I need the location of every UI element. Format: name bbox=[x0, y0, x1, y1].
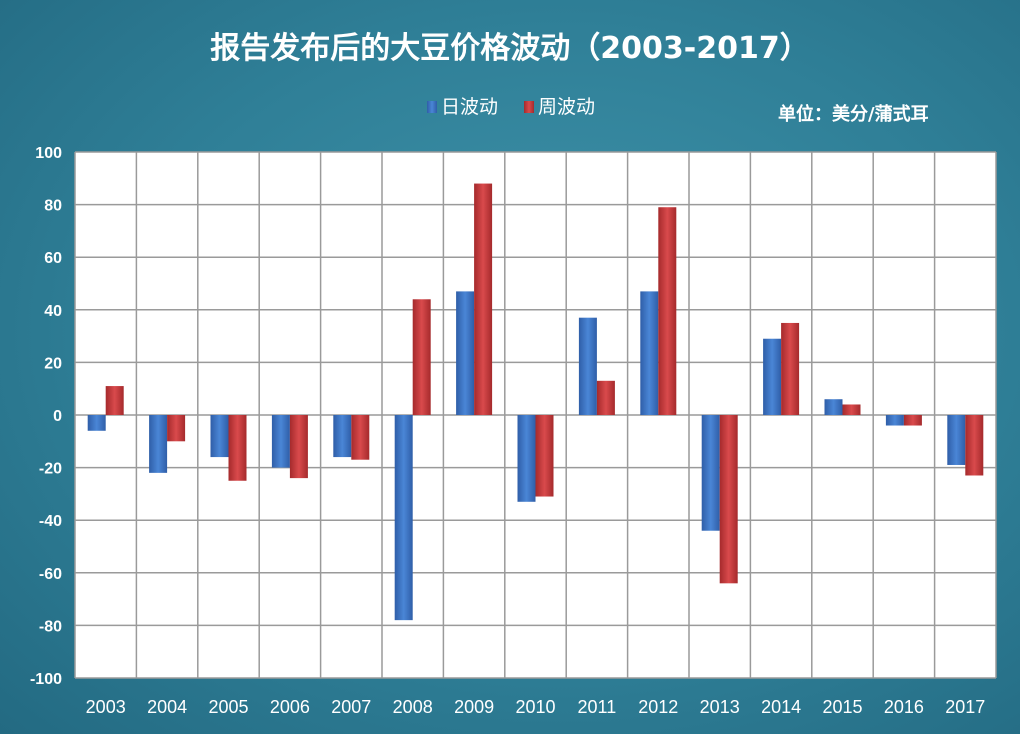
x-tick-label: 2017 bbox=[945, 697, 985, 717]
bar-weekly-2013 bbox=[719, 415, 738, 584]
bar-weekly-2017 bbox=[965, 415, 984, 476]
bar-daily-2006 bbox=[271, 415, 290, 468]
bar-daily-2011 bbox=[578, 317, 597, 415]
bar-daily-2007 bbox=[333, 415, 352, 458]
grid-lines bbox=[74, 151, 997, 679]
x-tick-label: 2013 bbox=[700, 697, 740, 717]
bar-daily-2015 bbox=[824, 399, 843, 415]
y-tick-label: 0 bbox=[53, 408, 62, 425]
bar-daily-2004 bbox=[149, 415, 168, 473]
bar-daily-2017 bbox=[947, 415, 966, 465]
legend-label-daily: 日波动 bbox=[441, 96, 498, 118]
x-axis: 2003 2004 2005 2006 2007 2008 2009 2010 2011 2012… bbox=[86, 697, 986, 717]
y-tick-label: 60 bbox=[44, 250, 62, 267]
bar-daily-2013 bbox=[701, 415, 720, 531]
bar-weekly-2005 bbox=[228, 415, 247, 481]
y-tick-label: -60 bbox=[39, 566, 62, 583]
y-tick-label: -80 bbox=[39, 618, 62, 635]
bar-daily-2008 bbox=[394, 415, 413, 621]
unit-label: 单位：美分/蒲式耳 bbox=[778, 103, 929, 125]
x-tick-label: 2003 bbox=[86, 697, 126, 717]
x-tick-label: 2008 bbox=[393, 697, 433, 717]
x-tick-label: 2005 bbox=[208, 697, 248, 717]
bar-weekly-2015 bbox=[842, 404, 861, 415]
x-tick-label: 2007 bbox=[331, 697, 371, 717]
bar-weekly-2012 bbox=[658, 207, 677, 415]
bar-weekly-2004 bbox=[167, 415, 186, 442]
bar-weekly-2009 bbox=[474, 183, 493, 415]
chart-title: 报告发布后的大豆价格波动（2003-2017） bbox=[210, 31, 809, 66]
legend-swatch-daily bbox=[427, 101, 437, 113]
bar-daily-2012 bbox=[640, 291, 659, 415]
x-tick-label: 2004 bbox=[147, 697, 187, 717]
legend-swatch-weekly bbox=[524, 101, 534, 113]
bar-weekly-2014 bbox=[781, 322, 800, 415]
bar-weekly-2007 bbox=[351, 415, 370, 460]
x-tick-label: 2015 bbox=[822, 697, 862, 717]
y-tick-label: -20 bbox=[39, 461, 62, 478]
bar-weekly-2010 bbox=[535, 415, 554, 497]
bar-daily-2003 bbox=[87, 415, 106, 431]
x-tick-label: 2014 bbox=[761, 697, 801, 717]
y-axis: 100 80 60 40 20 0 -20 -40 -60 -80 -100 bbox=[30, 145, 62, 688]
bar-weekly-2008 bbox=[412, 299, 431, 415]
bar-weekly-2003 bbox=[105, 386, 124, 415]
bar-weekly-2011 bbox=[596, 380, 615, 415]
bar-daily-2014 bbox=[763, 338, 782, 415]
bar-daily-2005 bbox=[210, 415, 229, 458]
bar-weekly-2016 bbox=[903, 415, 922, 426]
x-tick-label: 2011 bbox=[578, 697, 617, 717]
bar-daily-2016 bbox=[885, 415, 904, 426]
y-tick-label: -40 bbox=[39, 513, 62, 530]
bars bbox=[87, 183, 984, 621]
y-tick-label: 80 bbox=[44, 198, 62, 215]
x-tick-label: 2016 bbox=[884, 697, 924, 717]
bar-daily-2009 bbox=[456, 291, 475, 415]
x-tick-label: 2006 bbox=[270, 697, 310, 717]
y-tick-label: 20 bbox=[44, 355, 62, 372]
y-tick-label: -100 bbox=[30, 671, 62, 688]
x-tick-label: 2012 bbox=[638, 697, 678, 717]
y-tick-label: 100 bbox=[35, 145, 62, 162]
y-tick-label: 40 bbox=[44, 303, 62, 320]
bar-daily-2010 bbox=[517, 415, 536, 502]
x-tick-label: 2009 bbox=[454, 697, 494, 717]
x-tick-label: 2010 bbox=[515, 697, 555, 717]
legend: 日波动 周波动 bbox=[427, 96, 595, 118]
bar-weekly-2006 bbox=[289, 415, 308, 479]
legend-label-weekly: 周波动 bbox=[538, 96, 595, 118]
